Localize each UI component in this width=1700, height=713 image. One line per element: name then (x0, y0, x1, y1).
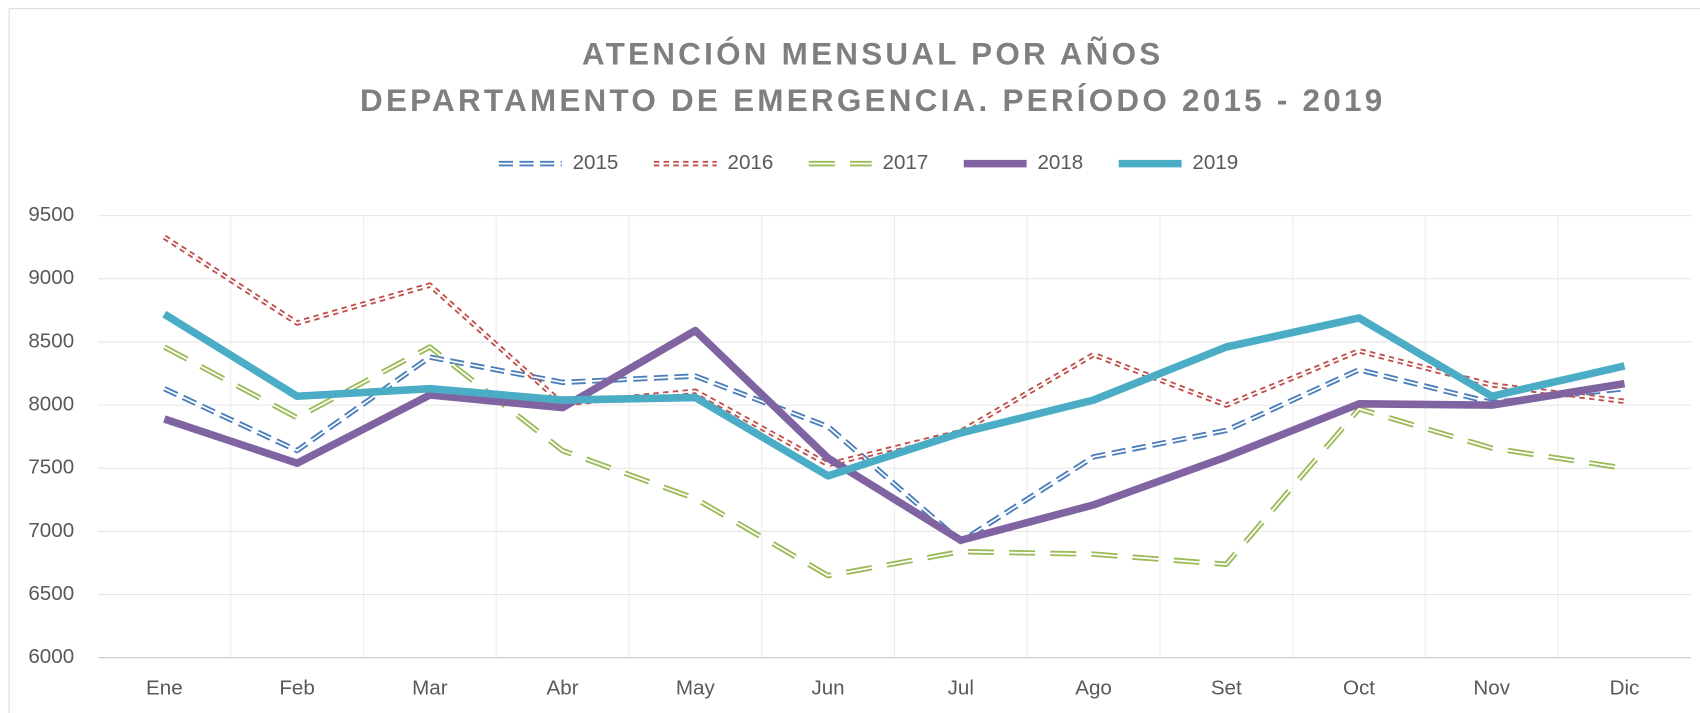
series-line (163, 326, 1626, 545)
legend-label: 2019 (1192, 151, 1238, 174)
y-tick-label: 9500 (28, 203, 74, 226)
x-tick-label: Feb (279, 677, 314, 700)
x-tick-label: Ene (146, 677, 183, 700)
chart-title: ATENCIÓN MENSUAL POR AÑOS (582, 36, 1163, 72)
y-tick-label: 6000 (28, 645, 74, 668)
x-tick-label: Mar (412, 677, 448, 700)
y-tick-label: 8500 (28, 329, 74, 352)
x-tick-label: Jun (811, 677, 844, 700)
x-tick-label: Abr (547, 677, 579, 700)
series-line-core (163, 356, 1625, 543)
series-line-core (163, 345, 1625, 577)
x-tick-label: Dic (1610, 677, 1640, 700)
legend-label: 2016 (728, 151, 774, 174)
series-line (162, 310, 1626, 480)
x-tick-label: Ago (1075, 677, 1112, 700)
chart-frame (8, 8, 1700, 713)
x-tick-label: Oct (1343, 677, 1375, 700)
y-tick-label: 8000 (28, 393, 74, 416)
x-tick-label: Set (1211, 677, 1242, 700)
legend-label: 2018 (1037, 151, 1083, 174)
y-tick-label: 9000 (28, 266, 74, 289)
y-tick-label: 6500 (28, 582, 74, 605)
series-line-core (163, 236, 1625, 466)
legend-label: 2017 (883, 151, 929, 174)
x-tick-label: Jul (948, 677, 974, 700)
legend-label: 2015 (573, 151, 619, 174)
x-tick-label: Nov (1473, 677, 1510, 700)
y-tick-label: 7000 (28, 519, 74, 542)
chart-subtitle: DEPARTAMENTO DE EMERGENCIA. PERÍODO 2015… (360, 83, 1385, 118)
x-tick-label: May (676, 677, 716, 700)
y-tick-label: 7500 (28, 456, 74, 479)
